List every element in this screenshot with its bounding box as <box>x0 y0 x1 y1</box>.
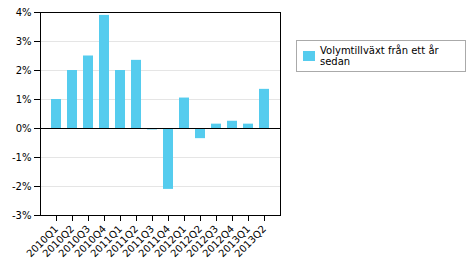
svg-text:3%: 3% <box>16 36 32 47</box>
svg-text:2011Q4: 2011Q4 <box>136 223 173 260</box>
svg-text:2010Q4: 2010Q4 <box>72 223 109 260</box>
svg-text:2010Q1: 2010Q1 <box>24 223 61 260</box>
svg-text:2010Q3: 2010Q3 <box>56 223 93 260</box>
svg-text:2012Q2: 2012Q2 <box>168 223 205 260</box>
svg-text:2011Q1: 2011Q1 <box>88 223 125 260</box>
svg-text:2012Q1: 2012Q1 <box>152 223 189 260</box>
svg-text:2012Q4: 2012Q4 <box>200 223 237 260</box>
svg-text:1%: 1% <box>16 94 32 105</box>
svg-text:2%: 2% <box>16 65 32 76</box>
svg-text:4%: 4% <box>16 7 32 18</box>
svg-text:2013Q1: 2013Q1 <box>216 223 253 260</box>
svg-text:2010Q2: 2010Q2 <box>40 223 77 260</box>
svg-text:0%: 0% <box>16 123 32 134</box>
svg-text:-2%: -2% <box>12 181 31 192</box>
svg-text:2013Q2: 2013Q2 <box>232 223 268 259</box>
svg-text:2011Q3: 2011Q3 <box>120 223 157 260</box>
svg-text:-1%: -1% <box>12 152 31 163</box>
svg-text:-3%: -3% <box>12 210 31 221</box>
svg-text:2011Q2: 2011Q2 <box>104 223 141 260</box>
html-text:Volymtillväxt från ett år seda: Volymtillväxt från ett år sedan <box>320 45 439 67</box>
svg-text:2012Q3: 2012Q3 <box>184 223 221 260</box>
